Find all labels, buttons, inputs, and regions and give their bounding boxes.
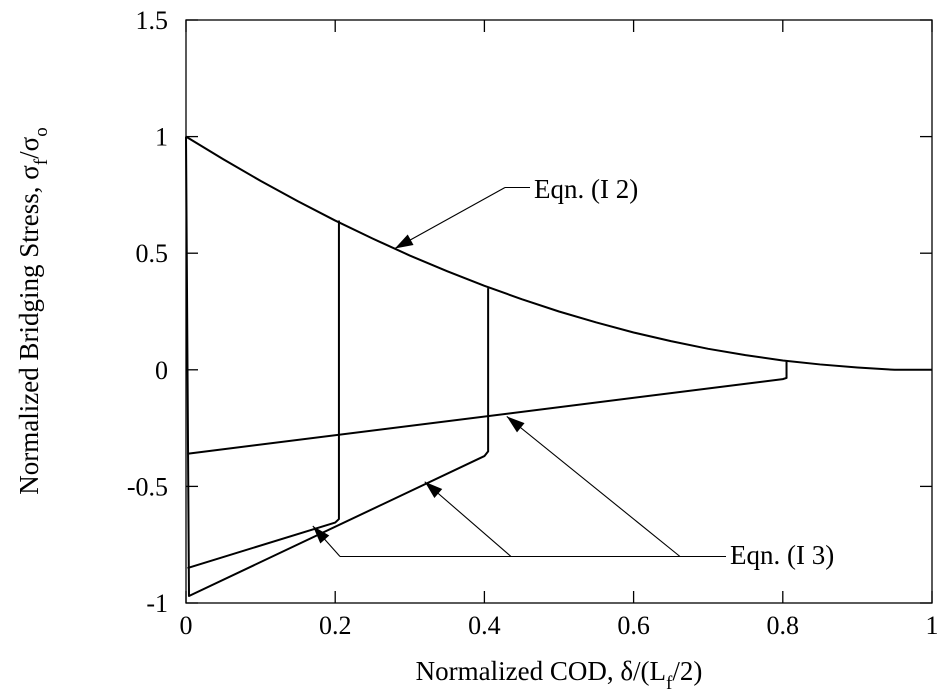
x-tick-label: 0.4 <box>468 611 501 640</box>
y-tick-label: -0.5 <box>127 472 168 501</box>
annotation-arrowhead <box>424 481 443 499</box>
series-line-3 <box>187 220 340 569</box>
annotation-arrowhead <box>394 234 414 249</box>
annotation-arrowhead <box>312 526 330 544</box>
series-layer <box>185 135 932 597</box>
x-tick-label: 1 <box>926 611 939 640</box>
y-tick-label: -1 <box>146 589 168 618</box>
series-line-1 <box>185 135 932 371</box>
annotation-arrowhead <box>506 416 525 433</box>
x-tick-label: 0 <box>180 611 193 640</box>
y-tick-label: 0.5 <box>136 239 169 268</box>
annotation-eqn-i2: Eqn. (I 2) <box>534 174 638 204</box>
y-axis-label: Normalized Bridging Stress, σf/σo <box>14 127 52 494</box>
annotation-arrow-line <box>394 187 506 250</box>
annotation-arrow-line <box>424 481 512 557</box>
x-axis-label: Normalized COD, δ/(Lf/2) <box>416 656 703 694</box>
annotation-arrow-line <box>506 416 681 557</box>
annotation-eqn-i3: Eqn. (I 3) <box>730 540 834 570</box>
tick-labels: 0 0.2 0.4 0.6 0.8 1 -1 -0.5 0 0.5 1 1.5 <box>127 6 939 640</box>
plot-frame <box>185 19 933 604</box>
series-line-4 <box>187 361 788 455</box>
x-tick-label: 0.8 <box>767 611 800 640</box>
annotation-arrows <box>312 186 726 558</box>
series-line-2 <box>185 136 490 597</box>
y-tick-label: 1.5 <box>136 6 169 35</box>
y-tick-label: 0 <box>155 356 168 385</box>
x-tick-label: 0.2 <box>319 611 352 640</box>
y-tick-label: 1 <box>155 123 168 152</box>
x-tick-label: 0.6 <box>617 611 650 640</box>
